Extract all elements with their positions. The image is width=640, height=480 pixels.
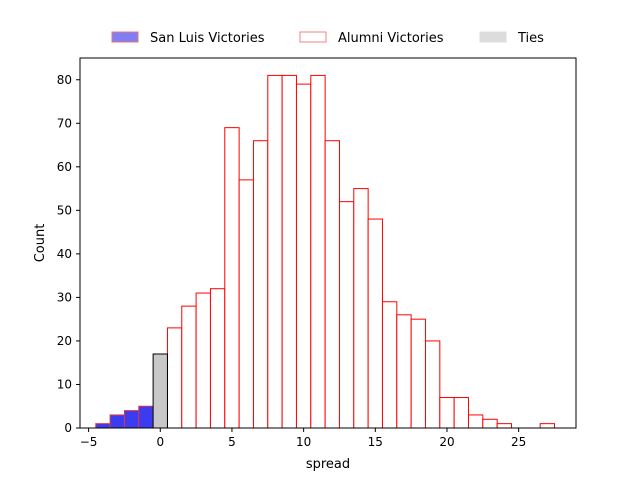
bar-san-luis-victories-2 bbox=[123, 410, 140, 429]
bar-alumni-victories-14 bbox=[367, 218, 383, 429]
legend-swatch bbox=[111, 31, 139, 43]
bar-alumni-victories-18 bbox=[424, 340, 441, 429]
legend: San Luis Victories Alumni Victories Ties bbox=[111, 31, 544, 46]
bar-alumni-victories-10 bbox=[310, 74, 326, 429]
x-tick-label: 20 bbox=[439, 435, 454, 449]
legend-label: San Luis Victories bbox=[150, 31, 265, 46]
x-tick-label: 15 bbox=[368, 435, 383, 449]
y-tick-label: 50 bbox=[57, 203, 72, 217]
x-axis-label: spread bbox=[306, 457, 350, 472]
bar-alumni-victories-11 bbox=[324, 140, 340, 429]
y-axis-ticks: 0 10 20 30 40 50 60 70 80 bbox=[57, 73, 80, 435]
legend-swatch bbox=[299, 31, 327, 43]
bar-san-luis-victories-0 bbox=[95, 423, 111, 429]
bar-alumni-victories-20 bbox=[453, 397, 469, 429]
y-tick-label: 70 bbox=[57, 116, 72, 130]
bar-alumni-victories-0 bbox=[166, 327, 183, 429]
bar-alumni-victories-16 bbox=[396, 314, 412, 429]
x-tick-label: 0 bbox=[156, 435, 164, 449]
bar-alumni-victories-4 bbox=[224, 127, 240, 429]
plot-frame bbox=[79, 57, 577, 429]
x-tick-label: 25 bbox=[511, 435, 526, 449]
bar-alumni-victories-3 bbox=[209, 288, 226, 429]
bar-alumni-victories-8 bbox=[281, 74, 297, 429]
y-tick-label: 40 bbox=[57, 247, 72, 261]
y-tick-label: 0 bbox=[64, 421, 72, 435]
bar-alumni-victories-12 bbox=[338, 201, 355, 429]
bar-alumni-victories-1 bbox=[181, 305, 197, 429]
y-tick-label: 80 bbox=[57, 73, 72, 87]
bar-alumni-victories-23 bbox=[496, 423, 512, 429]
y-tick-label: 10 bbox=[57, 377, 72, 391]
bar-alumni-victories-19 bbox=[439, 397, 455, 429]
y-tick-label: 60 bbox=[57, 160, 72, 174]
y-axis-label: Count bbox=[33, 224, 48, 263]
x-tick-label: 5 bbox=[228, 435, 236, 449]
bar-alumni-victories-15 bbox=[381, 301, 398, 429]
x-tick-label: 10 bbox=[296, 435, 311, 449]
bar-alumni-victories-5 bbox=[238, 179, 254, 429]
legend-label: Alumni Victories bbox=[338, 31, 444, 46]
x-axis-ticks: −5 0 5 10 15 20 25 bbox=[80, 428, 526, 449]
histogram-bars bbox=[95, 74, 555, 429]
bar-san-luis-victories-1 bbox=[109, 414, 125, 429]
bar-alumni-victories-6 bbox=[252, 140, 269, 429]
bar-alumni-victories-26 bbox=[539, 423, 555, 429]
bar-alumni-victories-21 bbox=[467, 414, 484, 429]
bar-alumni-victories-22 bbox=[482, 418, 498, 429]
bar-alumni-victories-13 bbox=[353, 188, 369, 429]
x-tick-label: −5 bbox=[80, 435, 98, 449]
bar-san-luis-victories-3 bbox=[138, 405, 154, 429]
legend-swatch bbox=[479, 31, 507, 43]
bar-alumni-victories-7 bbox=[267, 74, 283, 429]
bar-ties-0 bbox=[152, 353, 168, 429]
bar-alumni-victories-17 bbox=[410, 318, 426, 429]
legend-label: Ties bbox=[517, 31, 544, 46]
bar-alumni-victories-9 bbox=[295, 83, 312, 429]
y-tick-label: 30 bbox=[57, 290, 72, 304]
y-tick-label: 20 bbox=[57, 334, 72, 348]
bar-alumni-victories-2 bbox=[195, 292, 211, 429]
